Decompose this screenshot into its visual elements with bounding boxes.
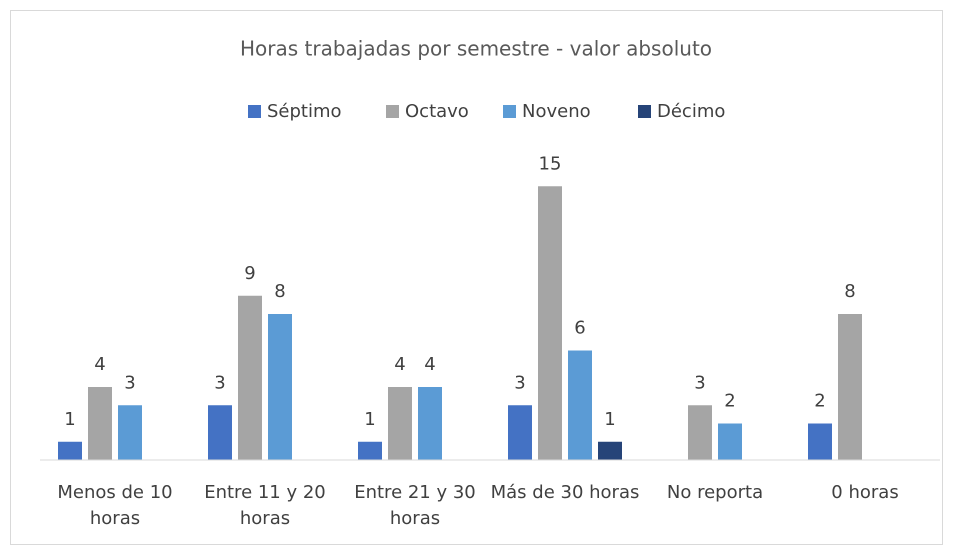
legend-label: Noveno (522, 101, 591, 122)
bar (598, 441, 622, 460)
x-tick-label: Entre 11 y 20 horas (204, 482, 326, 529)
data-label: 1 (364, 409, 375, 430)
bar (268, 314, 292, 460)
bar (58, 441, 82, 460)
legend-swatch (638, 105, 651, 118)
chart-title: Horas trabajadas por semestre - valor ab… (240, 37, 712, 61)
data-label: 6 (574, 318, 585, 339)
legend-swatch (248, 105, 261, 118)
bar (718, 423, 742, 460)
data-label: 3 (694, 372, 705, 393)
x-tick-label: Más de 30 horas (490, 482, 640, 503)
bar (688, 405, 712, 460)
data-label: 4 (424, 354, 435, 375)
legend-swatch (503, 105, 516, 118)
legend-label: Octavo (405, 101, 469, 122)
data-label: 1 (64, 409, 75, 430)
bar (568, 350, 592, 460)
bar (208, 405, 232, 460)
bar (808, 423, 832, 460)
bar (118, 405, 142, 460)
data-label: 8 (274, 281, 285, 302)
data-label: 2 (814, 391, 825, 412)
bar (358, 441, 382, 460)
data-label: 4 (94, 354, 105, 375)
bar (238, 295, 262, 460)
legend-label: Séptimo (267, 101, 342, 122)
legend-label: Décimo (657, 101, 725, 122)
data-label: 3 (124, 372, 135, 393)
bar (538, 186, 562, 460)
data-label: 9 (244, 263, 255, 284)
data-label: 1 (604, 409, 615, 430)
bar (838, 314, 862, 460)
bar (388, 387, 412, 460)
x-tick-label: Menos de 10 horas (57, 482, 173, 529)
x-tick-label: No reporta (666, 482, 764, 503)
x-tick-label: Entre 21 y 30 horas (354, 482, 476, 529)
bar (418, 387, 442, 460)
data-label: 4 (394, 354, 405, 375)
bar (88, 387, 112, 460)
data-label: 3 (214, 372, 225, 393)
data-label: 15 (539, 153, 562, 174)
legend-swatch (386, 105, 399, 118)
data-label: 8 (844, 281, 855, 302)
data-label: 3 (514, 372, 525, 393)
data-label: 2 (724, 391, 735, 412)
chart-border (10, 10, 943, 545)
bar (508, 405, 532, 460)
x-tick-label: 0 horas (831, 482, 899, 503)
